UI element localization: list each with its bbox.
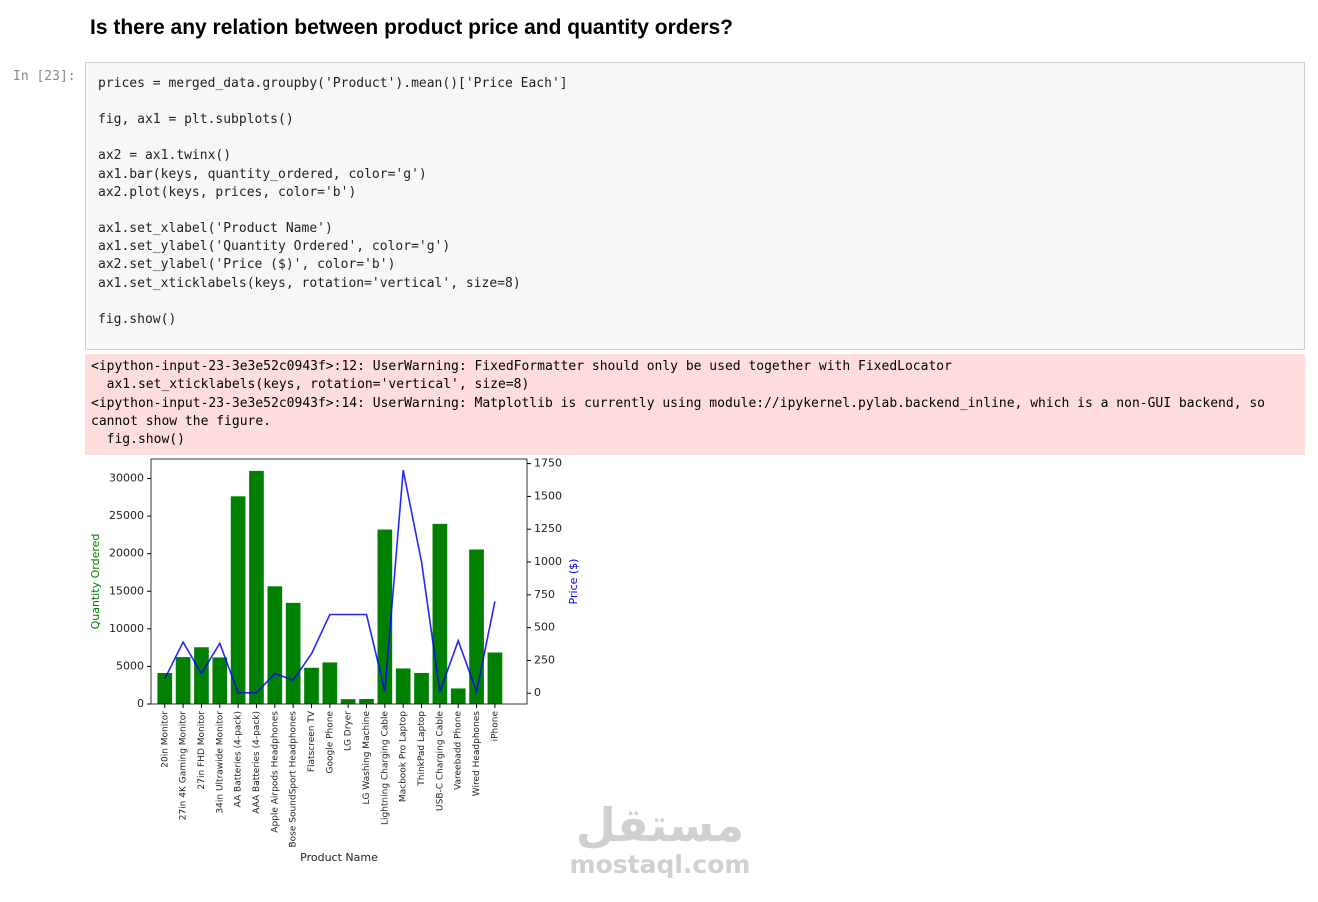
code-line: ax2.plot(keys, prices, color='b') — [98, 184, 357, 200]
x-tick-label: 27in FHD Monitor — [197, 711, 207, 790]
y2-tick-label: 500 — [534, 621, 555, 634]
bar — [450, 688, 466, 704]
x-tick-label: Macbook Pro Laptop — [399, 711, 409, 802]
bar — [432, 523, 448, 704]
code-line: ax1.set_xlabel('Product Name') — [98, 221, 333, 237]
watermark-arabic: مستقل — [575, 798, 745, 852]
code-block: ax1.set_xlabel('Product Name') ax1.set_yl… — [98, 220, 1292, 293]
bar — [469, 549, 484, 704]
y2-tick-label: 1500 — [534, 489, 562, 502]
bar — [414, 672, 429, 704]
x-tick-label: Vareebadd Phone — [454, 711, 464, 790]
x-tick-label: AAA Batteries (4-pack) — [252, 711, 262, 814]
code-line: fig, ax1 = plt.subplots() — [98, 112, 294, 128]
code-cell[interactable]: prices = merged_data.groupby('Product').… — [85, 62, 1305, 350]
x-tick-label: Apple Airpods Headphones — [270, 711, 280, 833]
y-axis-label: Quantity Ordered — [89, 534, 102, 630]
code-block: fig.show() — [98, 311, 1292, 329]
code-line: ax1.bar(keys, quantity_ordered, color='g… — [98, 166, 427, 182]
cell-prompt: In [23]: — [13, 69, 76, 84]
bar — [322, 662, 338, 704]
y-tick-label: 30000 — [109, 472, 144, 485]
y-tick-label: 25000 — [109, 509, 144, 522]
bar — [212, 657, 228, 704]
x-tick-label: Lightning Charging Cable — [380, 711, 390, 825]
y2-tick-label: 1250 — [534, 522, 562, 535]
x-tick-label: 34in Ultrawide Monitor — [215, 711, 225, 814]
bar — [267, 586, 283, 704]
watermark-latin: mostaql.com — [569, 850, 751, 879]
bar — [157, 672, 173, 704]
bar — [340, 699, 356, 704]
code-line: ax1.set_xticklabels(keys, rotation='vert… — [98, 275, 521, 291]
x-tick-label: iPhone — [490, 711, 500, 742]
y-tick-label: 15000 — [109, 584, 144, 597]
x-tick-label: USB-C Charging Cable — [435, 711, 445, 811]
bar — [175, 657, 191, 704]
bar — [487, 652, 503, 704]
bar — [230, 496, 246, 704]
y2-tick-label: 1000 — [534, 555, 562, 568]
y2-tick-label: 1750 — [534, 457, 562, 470]
code-line: ax1.set_ylabel('Quantity Ordered', color… — [98, 239, 451, 255]
y-tick-label: 5000 — [116, 659, 144, 672]
x-tick-label: 27in 4K Gaming Monitor — [179, 711, 189, 821]
stderr-line: <ipython-input-23-3e3e52c0943f>:14: User… — [91, 395, 1273, 429]
y2-tick-label: 0 — [534, 686, 541, 699]
x-tick-label: Bose SoundSport Headphones — [289, 711, 299, 848]
y-tick-label: 0 — [137, 697, 144, 710]
code-line: prices = merged_data.groupby('Product').… — [98, 76, 568, 91]
x-tick-label: AA Batteries (4-pack) — [234, 711, 244, 807]
code-block: ax2 = ax1.twinx() ax1.bar(keys, quantity_… — [98, 147, 1292, 202]
bar — [377, 529, 393, 704]
y-tick-label: 10000 — [109, 622, 144, 635]
code-block: prices = merged_data.groupby('Product').… — [98, 75, 1292, 93]
bar — [359, 698, 374, 704]
code-line: ax2 = ax1.twinx() — [98, 148, 232, 164]
stderr-line: <ipython-input-23-3e3e52c0943f>:12: User… — [91, 359, 952, 374]
code-line: fig.show() — [98, 311, 177, 327]
x-axis-label: Product Name — [300, 851, 378, 864]
x-tick-label: Wired Headphones — [472, 711, 482, 797]
stderr-line: ax1.set_xticklabels(keys, rotation='vert… — [91, 377, 530, 393]
watermark: مستقل mostaql.com — [560, 800, 760, 880]
markdown-heading: Is there any relation between product pr… — [90, 16, 733, 39]
code-block: fig, ax1 = plt.subplots() — [98, 111, 1292, 129]
stderr-output: <ipython-input-23-3e3e52c0943f>:12: User… — [85, 354, 1305, 455]
bar — [304, 667, 319, 704]
x-tick-label: LG Washing Machine — [362, 711, 372, 805]
y2-axis-label: Price ($) — [567, 559, 580, 605]
bar — [395, 668, 411, 704]
x-tick-label: 20in Monitor — [160, 711, 170, 768]
bar — [249, 470, 264, 704]
stderr-line: fig.show() — [91, 432, 185, 448]
y2-tick-label: 750 — [534, 588, 555, 601]
x-tick-label: ThinkPad Laptop — [417, 711, 427, 787]
code-line: ax2.set_ylabel('Price ($)', color='b') — [98, 257, 396, 273]
bar — [194, 647, 209, 704]
chart: 0 5000 10000 15000 20000 25000 30000 0 250 500 750… — [89, 457, 580, 864]
bar — [285, 602, 301, 704]
x-tick-label: LG Dryer — [344, 711, 354, 751]
x-tick-label: Google Phone — [325, 711, 335, 774]
y-tick-label: 20000 — [109, 547, 144, 560]
plot-frame — [150, 458, 528, 705]
x-tick-label: Flatscreen TV — [307, 710, 317, 772]
price-line — [164, 469, 496, 695]
y2-tick-label: 250 — [534, 653, 555, 666]
